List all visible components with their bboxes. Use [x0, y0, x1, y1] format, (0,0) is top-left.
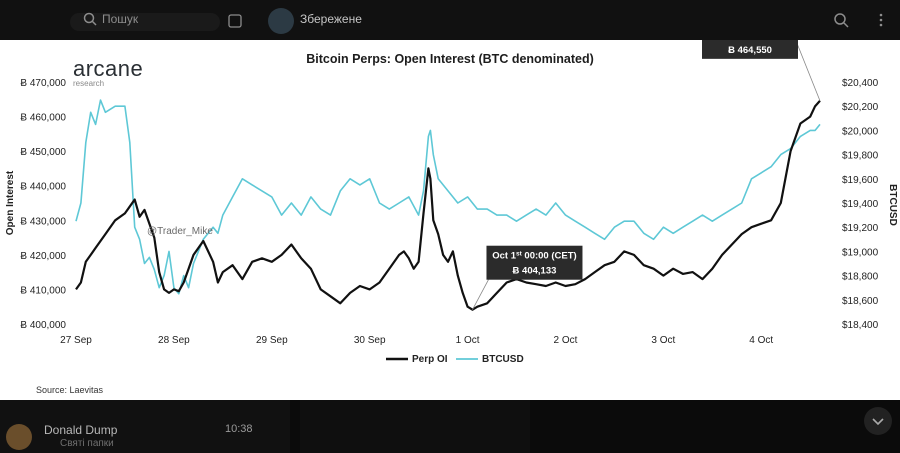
chevron-down-icon — [872, 418, 884, 426]
more-menu-icon[interactable] — [872, 11, 890, 29]
right-tick-label: $19,400 — [842, 199, 879, 210]
right-axis: $18,400 $18,600 $18,800 $19,000 $19,200 $19,4… — [842, 78, 898, 331]
x-tick-label: 2 Oct — [554, 335, 578, 346]
brand-logo: arcane research — [73, 56, 173, 89]
x-tick-label: 27 Sep — [60, 335, 92, 346]
legend-label: BTCUSD — [482, 354, 524, 365]
contact-avatar[interactable] — [6, 424, 32, 450]
chart-plot: Ƀ 400,000 Ƀ 410,000 Ƀ 420,000 Ƀ 430,000 Ƀ 44… — [5, 40, 898, 365]
watermark-text: @Trader_Mike — [147, 226, 213, 237]
right-axis-label: BTCUSD — [887, 184, 898, 226]
legend: Perp OI BTCUSD — [386, 354, 524, 365]
annotation-low-value: Ƀ 404,133 — [513, 266, 557, 277]
message-time: 10:38 — [225, 423, 253, 435]
source-note: Source: Laevitas — [36, 385, 104, 395]
left-tick-label: Ƀ 400,000 — [20, 320, 66, 331]
x-tick-label: 30 Sep — [354, 335, 386, 346]
app-topbar: Пошук Збережене — [0, 0, 900, 40]
x-axis: 27 Sep 28 Sep 29 Sep 30 Sep 1 Oct 2 Oct 3 Oct 4… — [60, 335, 773, 346]
app-bottombar — [0, 400, 900, 453]
contact-name[interactable]: Donald Dump — [44, 423, 118, 437]
left-tick-label: Ƀ 460,000 — [20, 113, 66, 124]
left-tick-label: Ƀ 450,000 — [20, 147, 66, 158]
chart-card: Bitcoin Perps: Open Interest (BTC denomi… — [0, 40, 900, 400]
right-tick-label: $20,200 — [842, 102, 879, 113]
right-tick-label: $19,000 — [842, 247, 879, 258]
x-tick-label: 3 Oct — [651, 335, 675, 346]
annotation-high-time: Oct 4th 15:30 (CET) — [708, 40, 793, 41]
chat-title[interactable]: Збережене — [300, 12, 362, 26]
series-line-perp-oi — [75, 100, 821, 311]
series-layer — [75, 99, 821, 311]
x-tick-label: 1 Oct — [456, 335, 480, 346]
annotation-low-box — [486, 245, 583, 280]
right-tick-label: $18,600 — [842, 296, 879, 307]
right-tick-label: $19,800 — [842, 151, 879, 162]
annotation-high-box — [702, 40, 798, 59]
chart-title: Bitcoin Perps: Open Interest (BTC denomi… — [306, 52, 594, 66]
left-tick-label: Ƀ 440,000 — [20, 182, 66, 193]
annotation-high-value: Ƀ 464,550 — [728, 45, 772, 56]
search-icon[interactable] — [82, 11, 98, 27]
search-placeholder[interactable]: Пошук — [102, 12, 139, 26]
left-axis-label: Open Interest — [5, 170, 16, 235]
left-axis: Ƀ 400,000 Ƀ 410,000 Ƀ 420,000 Ƀ 430,000 Ƀ 44… — [5, 78, 66, 331]
annotation-leader — [472, 279, 489, 310]
right-tick-label: $19,200 — [842, 223, 879, 234]
right-tick-label: $18,400 — [842, 320, 879, 331]
left-tick-label: Ƀ 430,000 — [20, 216, 66, 227]
pin-icon[interactable] — [226, 12, 244, 30]
message-list[interactable] — [0, 400, 290, 453]
legend-label: Perp OI — [412, 354, 448, 365]
x-tick-label: 29 Sep — [256, 335, 288, 346]
right-tick-label: $18,800 — [842, 272, 879, 283]
media-preview[interactable] — [300, 400, 530, 453]
left-tick-label: Ƀ 420,000 — [20, 251, 66, 262]
scroll-down-button[interactable] — [864, 407, 892, 435]
search-box[interactable] — [70, 13, 220, 31]
chat-avatar[interactable] — [268, 8, 294, 34]
x-tick-label: 28 Sep — [158, 335, 190, 346]
chat-search-icon[interactable] — [832, 11, 850, 29]
contact-subtitle: Святі папки — [60, 438, 114, 449]
annotation-low-time: Oct 1st 00:00 (CET) — [492, 251, 576, 262]
brand-sub: research — [73, 79, 105, 88]
left-tick-label: Ƀ 410,000 — [20, 285, 66, 296]
right-tick-label: $19,600 — [842, 175, 879, 186]
left-tick-label: Ƀ 470,000 — [20, 78, 66, 89]
right-tick-label: $20,000 — [842, 126, 879, 137]
series-line-btcusd — [75, 99, 821, 295]
right-tick-label: $20,400 — [842, 78, 879, 89]
annotation-layer: Oct 1st 00:00 (CET) Ƀ 404,133 Oct 4th 15:3… — [472, 40, 821, 310]
brand-name: arcane — [73, 56, 144, 81]
x-tick-label: 4 Oct — [749, 335, 773, 346]
